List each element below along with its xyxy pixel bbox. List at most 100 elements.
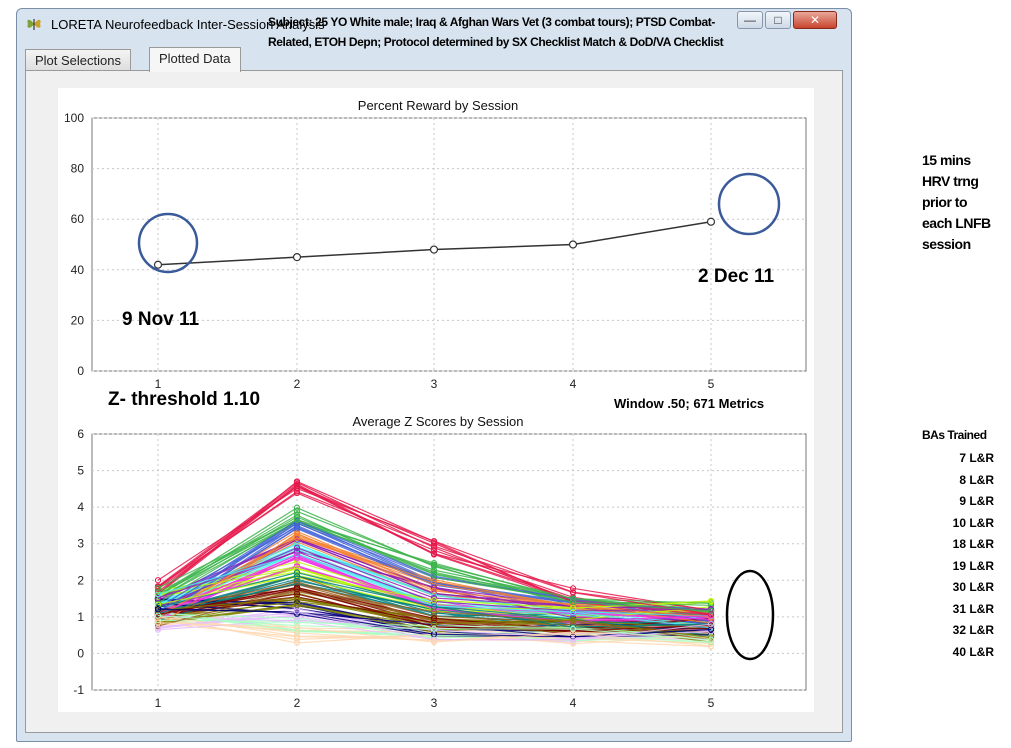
chart2-series-line	[157, 622, 712, 647]
chart2-point	[293, 552, 301, 559]
chart1-ytick-label: 100	[64, 111, 84, 125]
chart1-ytick-label: 60	[71, 212, 85, 226]
chart2-series-line	[157, 538, 712, 621]
chart2-point	[293, 594, 301, 601]
chart2-series-line	[157, 597, 712, 639]
chart2-point	[569, 609, 577, 616]
chart2-series-line	[157, 490, 712, 615]
chart2-point	[430, 571, 438, 578]
bas-item: 32 L&R	[952, 623, 994, 637]
minimize-icon: —	[744, 13, 756, 27]
window-title: LORETA Neurofeedback Inter-Session Analy…	[51, 17, 325, 32]
butterfly-icon	[27, 19, 41, 30]
chart2-point	[293, 586, 301, 593]
maximize-button[interactable]: □	[765, 11, 791, 29]
chart2-ytick-label: 2	[77, 573, 84, 587]
hrv-note: 15 mins HRV trng prior to each LNFB sess…	[922, 150, 991, 255]
chart2-point	[707, 621, 715, 628]
chart2-ytick-label: 4	[77, 500, 84, 514]
chart2-point	[707, 597, 715, 605]
bas-item: 7 L&R	[959, 451, 994, 465]
chart2-point	[154, 612, 162, 619]
subject-description: Subject: 25 YO White male; Iraq & Afghan…	[268, 12, 724, 52]
chart1-xtick-label: 2	[294, 377, 301, 391]
chart2-ytick-label: -1	[73, 683, 84, 697]
chart2-point	[154, 619, 162, 626]
title-bar[interactable]: LORETA Neurofeedback Inter-Session Analy…	[17, 9, 851, 39]
chart2-point	[430, 551, 438, 558]
bas-item: 40 L&R	[952, 644, 994, 659]
start-highlight-circle	[137, 212, 199, 274]
chart1-ytick-label: 40	[71, 263, 85, 277]
maximize-icon: □	[774, 13, 782, 27]
bas-item: 8 L&R	[959, 472, 994, 487]
chart2-point	[569, 636, 577, 643]
bas-item: 9 L&R	[959, 494, 994, 508]
chart2-point	[293, 530, 301, 537]
chart2-point	[293, 535, 301, 542]
hrv-note-line: HRV trng	[922, 173, 979, 189]
chart2-point	[569, 625, 577, 633]
chart2-point	[430, 625, 438, 632]
chart1-title: Percent Reward by Session	[358, 98, 518, 113]
chart2-point	[430, 608, 438, 615]
chart2-point	[430, 587, 438, 595]
chart2-point	[707, 607, 715, 615]
chart2-series-line	[157, 551, 712, 612]
subject-line-1: Subject: 25 YO White male; Iraq & Afghan…	[268, 15, 715, 29]
chart1-plot-area	[91, 117, 807, 372]
chart2-point	[154, 623, 162, 630]
bas-item: 18 L&R	[952, 537, 994, 551]
chart2-point	[293, 565, 301, 572]
chart2-series-line	[157, 485, 712, 612]
chart2-point	[430, 578, 438, 585]
bas-trained-title: BAs Trained	[922, 428, 987, 442]
chart2-point	[293, 624, 301, 631]
chart2-point	[293, 572, 301, 580]
chart2-xtick-label: 3	[431, 696, 438, 710]
chart2-ytick-label: 3	[77, 537, 84, 551]
tab-plot-selections[interactable]: Plot Selections	[25, 49, 131, 72]
chart1-point	[429, 245, 439, 254]
close-icon: ✕	[809, 13, 821, 27]
chart2-point	[430, 597, 438, 604]
chart1-ytick-label: 0	[77, 364, 84, 378]
chart2-point	[154, 594, 162, 602]
chart2-point	[569, 598, 577, 606]
end-date-label: 2 Dec 11	[698, 266, 774, 287]
chart2-ytick-label: 1	[77, 610, 84, 624]
hrv-note-line: 15 mins	[922, 152, 971, 168]
tab-plotted-data[interactable]: Plotted Data	[149, 47, 241, 72]
chart2-series-line	[157, 574, 712, 609]
chart2-point	[430, 561, 438, 568]
close-button[interactable]: ✕	[793, 11, 837, 29]
chart1-point	[292, 253, 302, 262]
chart2-xtick-label: 4	[570, 696, 577, 710]
chart2-point	[569, 630, 577, 637]
chart2-point	[293, 601, 301, 608]
chart2-series-line	[157, 619, 712, 639]
bas-item: 31 L&R	[952, 601, 994, 616]
chart2-point	[293, 488, 301, 495]
chart2-point	[707, 611, 715, 618]
chart2-title: Average Z Scores by Session	[352, 414, 523, 429]
chart2-series-line	[157, 537, 712, 618]
chart2-point	[569, 640, 577, 647]
final-session-ellipse	[725, 569, 775, 661]
chart1-point	[153, 260, 163, 269]
chart1-ytick-label: 80	[71, 162, 85, 176]
subject-line-2: Related, ETOH Depn; Protocol determined …	[268, 35, 724, 49]
chart2-point	[293, 636, 301, 643]
bas-trained-list: 7 L&R 8 L&R 9 L&R 10 L&R 18 L&R 19 L&R 3…	[938, 448, 994, 663]
chart2-point	[707, 634, 715, 641]
chart2-point	[293, 639, 301, 646]
chart2-point	[154, 577, 162, 584]
chart2-point	[293, 608, 301, 615]
chart2-ytick-label: 0	[77, 646, 84, 660]
chart2-series-line	[157, 519, 712, 612]
end-highlight-circle	[717, 172, 781, 236]
chart1-xtick-label: 4	[570, 377, 577, 391]
chart2-point	[430, 542, 438, 550]
minimize-button[interactable]: —	[737, 11, 763, 29]
